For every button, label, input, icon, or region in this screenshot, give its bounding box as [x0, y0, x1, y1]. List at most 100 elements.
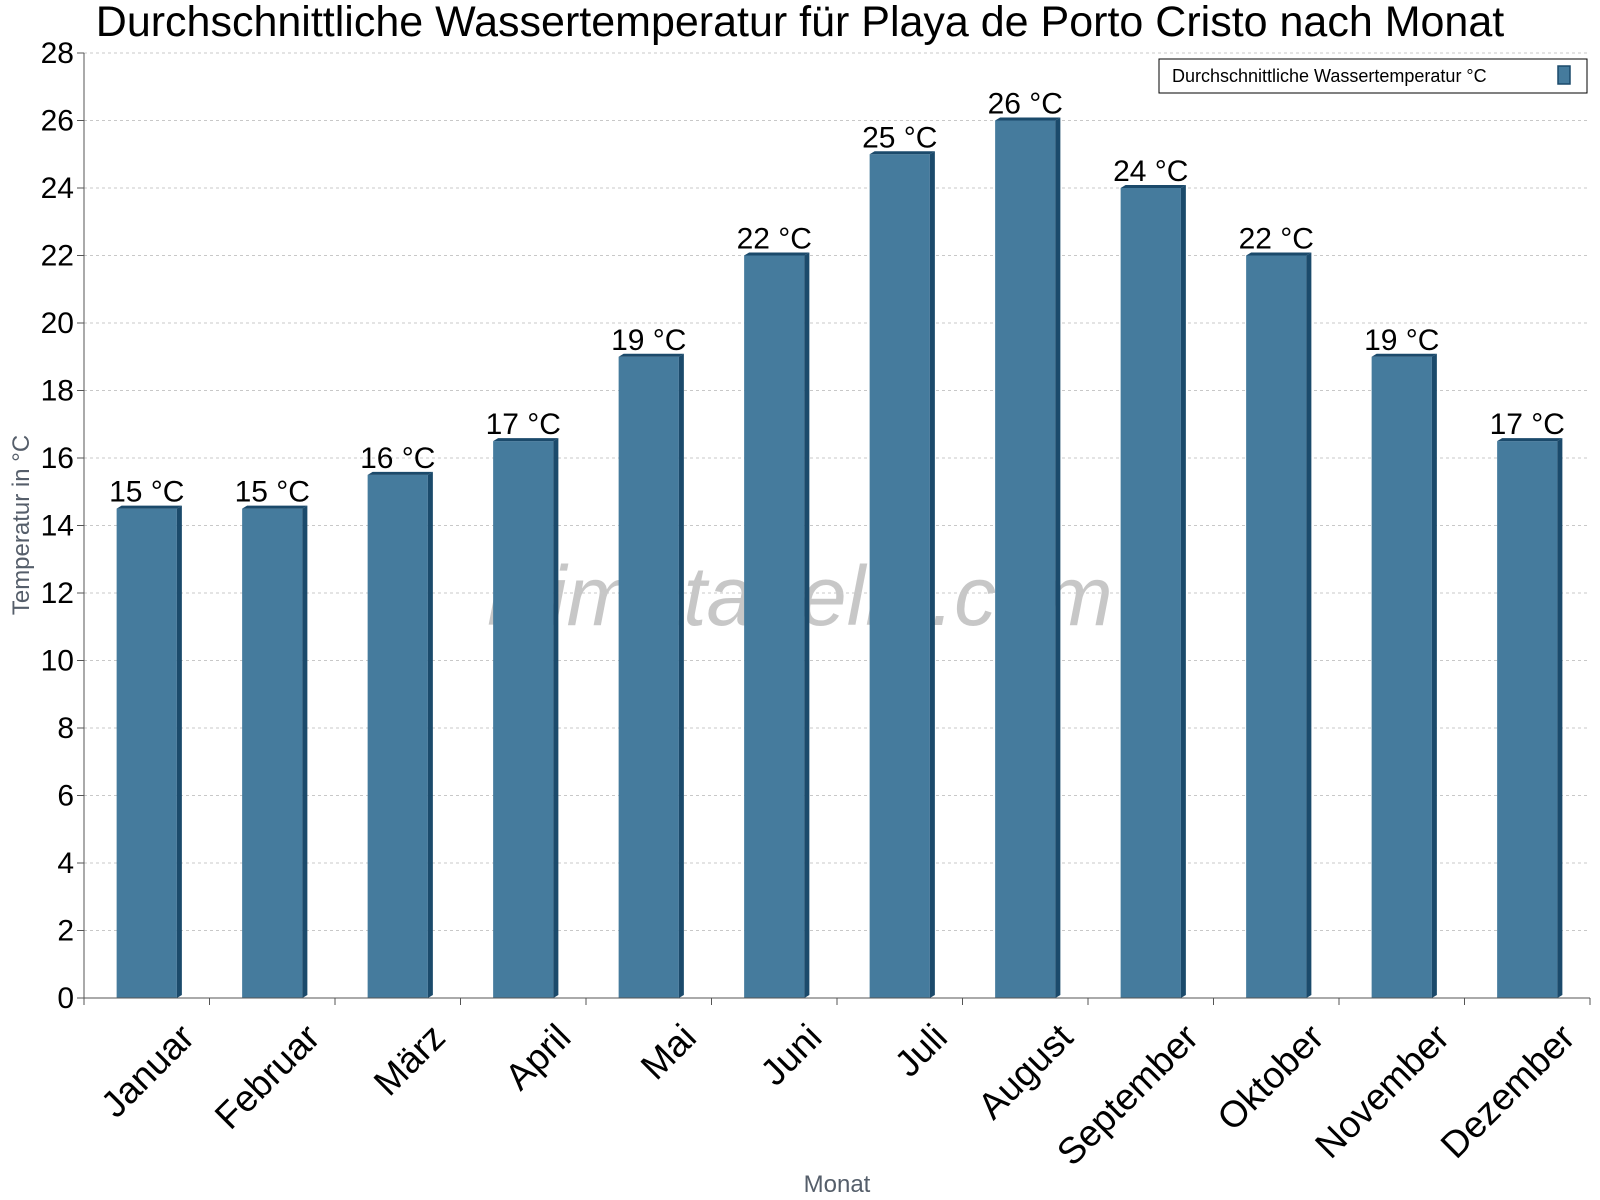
y-tick-label: 0 [57, 982, 74, 1015]
bar-top [744, 252, 810, 256]
bar [744, 252, 810, 998]
data-label: 15 °C [235, 476, 310, 509]
bar-face [744, 255, 805, 998]
bar-top [116, 505, 182, 509]
x-axis-label: Monat [804, 1171, 871, 1198]
x-tick-label: April [497, 1016, 578, 1097]
bar-face [869, 154, 930, 998]
bar-side [1306, 252, 1312, 998]
gridlines [84, 52, 1590, 931]
data-label: 19 °C [611, 324, 686, 357]
y-tick-label: 10 [41, 645, 74, 678]
bar-top [995, 117, 1061, 121]
bars [116, 117, 1563, 998]
y-tick-label: 22 [41, 240, 74, 273]
x-tick-label: Juni [753, 1016, 830, 1093]
bar [995, 117, 1061, 998]
bar-top [618, 353, 684, 357]
legend: Durchschnittliche Wassertemperatur °C [1158, 58, 1588, 94]
y-tick-label: 20 [41, 307, 74, 340]
y-tick-label: 8 [57, 712, 74, 745]
bar-side [804, 252, 810, 998]
bar [869, 151, 935, 998]
axes [77, 52, 1591, 1005]
bar-side [553, 438, 559, 998]
bar [367, 471, 433, 998]
y-tick-label: 24 [41, 172, 74, 205]
y-tick-label: 4 [57, 847, 74, 880]
bar-face [367, 474, 428, 998]
data-label: 17 °C [1490, 408, 1565, 441]
bar-side [302, 505, 308, 998]
bar-top [1371, 353, 1437, 357]
bar-side [427, 471, 433, 998]
bar-top [493, 438, 559, 442]
y-tick-label: 16 [41, 442, 74, 475]
bar [1371, 353, 1437, 998]
y-tick-label: 2 [57, 915, 74, 948]
x-tick-labels: Januar Februar März April Mai Juni Juli AugustS… [93, 1016, 1582, 1173]
legend-label: Durchschnittliche Wassertemperatur °C [1172, 66, 1487, 86]
data-label: 22 °C [737, 223, 812, 256]
data-labels: 15 °C 15 °C 16 °C 17 °C 19 °C 22 °C 25 °C 26 °C… [109, 88, 1565, 509]
bar-top [1120, 185, 1186, 188]
x-tick-label: Februar [207, 1016, 328, 1137]
bar [1246, 252, 1312, 998]
y-axis-label: Temperatur in °C [8, 435, 35, 615]
bar-face [242, 508, 303, 998]
bar [618, 353, 684, 998]
x-tick-label: Oktober [1209, 1016, 1331, 1138]
x-tick-label: März [366, 1016, 453, 1103]
bar [493, 438, 559, 998]
data-label: 15 °C [109, 476, 184, 509]
bar-side [678, 353, 684, 998]
data-label: 26 °C [988, 88, 1063, 121]
bar-top [367, 471, 433, 475]
x-tick-label: Januar [93, 1016, 202, 1125]
bar-face [493, 441, 554, 998]
bar-side [1055, 117, 1061, 998]
data-label: 24 °C [1113, 155, 1188, 188]
bar-face [1120, 188, 1181, 998]
x-tick-label: August [970, 1016, 1081, 1127]
data-label: 22 °C [1239, 223, 1314, 256]
y-tick-label: 12 [41, 577, 74, 610]
x-tick-label: November [1307, 1016, 1457, 1166]
bar-face [1497, 441, 1558, 998]
y-tick-label: 14 [41, 510, 74, 543]
bar-side [1557, 438, 1563, 998]
x-tick-label: Dezember [1433, 1016, 1583, 1166]
bar-face [1371, 356, 1432, 998]
bar-top [1246, 252, 1312, 256]
y-tick-label: 28 [41, 37, 74, 70]
data-label: 16 °C [360, 442, 435, 475]
bar-face [116, 508, 177, 998]
data-label: 25 °C [862, 121, 937, 154]
y-tick-label: 26 [41, 105, 74, 138]
data-label: 17 °C [486, 408, 561, 441]
legend-swatch [1557, 65, 1571, 85]
bar [242, 505, 308, 998]
y-tick-label: 6 [57, 780, 74, 813]
bar-top [1497, 438, 1563, 442]
bar [116, 505, 182, 998]
bar-face [618, 356, 679, 998]
bar-side [176, 505, 182, 998]
y-tick-label: 18 [41, 375, 74, 408]
bar-side [1431, 353, 1437, 998]
bar-top [869, 151, 935, 155]
bar-face [1246, 255, 1307, 998]
bar [1120, 185, 1186, 998]
bar-face [995, 120, 1056, 998]
bar [1497, 438, 1563, 998]
bar-side [929, 151, 935, 998]
data-label: 19 °C [1364, 324, 1439, 357]
x-tick-label: Mai [633, 1016, 704, 1087]
legend-box [1158, 58, 1588, 94]
bar-top [242, 505, 308, 509]
chart-title: Durchschnittliche Wassertemperatur für P… [96, 0, 1504, 46]
bar-side [1180, 185, 1186, 998]
x-tick-label: Juli [887, 1016, 955, 1084]
